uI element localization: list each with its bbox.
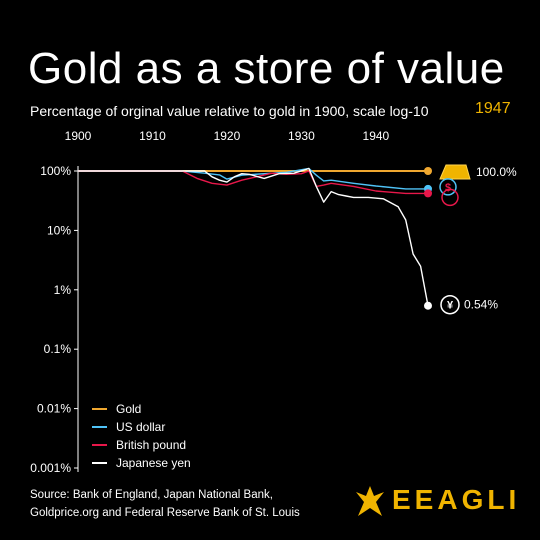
legend-label: Gold (116, 402, 141, 416)
legend-label: Japanese yen (116, 456, 191, 470)
source-line-2: Goldprice.org and Federal Reserve Bank o… (30, 507, 300, 519)
dollar-symbol: $ (445, 182, 451, 194)
brand-name: EEAGLI (392, 484, 521, 515)
yen-symbol: ¥ (447, 300, 454, 312)
series-endpoint (424, 189, 432, 198)
y-tick-label: 0.001% (30, 461, 71, 475)
series-line-british-pound (78, 170, 428, 195)
brand-logo: EEAGLI (350, 482, 530, 522)
gold-end-label: 100.0% (476, 165, 517, 179)
x-tick-label: 1910 (139, 129, 166, 143)
chart-subtitle: Percentage of orginal value relative to … (30, 103, 429, 119)
series-endpoint (424, 167, 432, 175)
yen-icon (440, 294, 460, 315)
dollar-icon (439, 178, 457, 196)
eagle-icon (356, 486, 384, 516)
source-line-1: Source: Bank of England, Japan National … (30, 489, 273, 501)
legend-label: British pound (116, 438, 186, 452)
current-year-label: 1947 (475, 100, 511, 117)
pound-icon (441, 188, 459, 207)
y-tick-label: 0.1% (44, 342, 72, 356)
yen-end-label: 0.54% (464, 298, 498, 312)
y-tick-label: 100% (40, 164, 71, 178)
gold-bar-icon (439, 164, 471, 180)
series-endpoint (424, 301, 432, 310)
series-line-us-dollar (78, 167, 428, 190)
y-tick-label: 10% (47, 223, 71, 237)
x-tick-label: 1900 (65, 129, 92, 143)
x-tick-label: 1940 (363, 129, 390, 143)
chart-title: Gold as a store of value (28, 44, 505, 93)
legend-label: US dollar (116, 420, 165, 434)
x-tick-label: 1930 (288, 129, 315, 143)
series-line-japanese-yen (78, 167, 429, 306)
x-tick-label: 1920 (214, 129, 241, 143)
source-note: Source: Bank of England, Japan National … (30, 486, 300, 522)
y-tick-label: 0.01% (37, 402, 71, 416)
y-tick-label: 1% (54, 283, 72, 297)
